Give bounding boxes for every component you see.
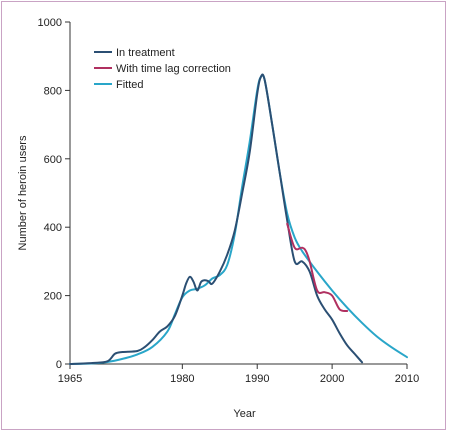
x-tick-label: 2010 bbox=[395, 373, 419, 385]
x-tick-label: 1990 bbox=[245, 373, 269, 385]
axes bbox=[69, 22, 407, 365]
y-tick-label: 400 bbox=[44, 222, 62, 234]
y-tick-label: 1000 bbox=[38, 17, 62, 29]
y-tick-label: 600 bbox=[44, 154, 62, 166]
series-layer bbox=[69, 73, 408, 365]
y-ticks: 0 200 400 600 800 1000 bbox=[38, 17, 70, 371]
series-line-with-time-lag-correction bbox=[286, 222, 349, 312]
series-line-in-treatment bbox=[69, 73, 364, 365]
legend-label-with-time-lag-correction: With time lag correction bbox=[116, 63, 231, 75]
y-axis-label: Number of heroin users bbox=[17, 135, 29, 250]
y-tick-label: 800 bbox=[44, 85, 62, 97]
y-tick-label: 200 bbox=[44, 291, 62, 303]
legend: In treatment With time lag correction Fitt… bbox=[94, 47, 231, 91]
x-tick-label: 1965 bbox=[58, 373, 82, 385]
x-ticks: 1965 1980 1990 2000 2010 bbox=[58, 364, 419, 385]
y-tick-label: 0 bbox=[56, 359, 62, 371]
x-axis-label: Year bbox=[233, 408, 256, 420]
legend-label-in-treatment: In treatment bbox=[116, 47, 175, 59]
series-line-fitted bbox=[69, 73, 408, 365]
x-tick-label: 1980 bbox=[170, 373, 194, 385]
legend-label-fitted: Fitted bbox=[116, 79, 144, 91]
x-tick-label: 2000 bbox=[320, 373, 344, 385]
